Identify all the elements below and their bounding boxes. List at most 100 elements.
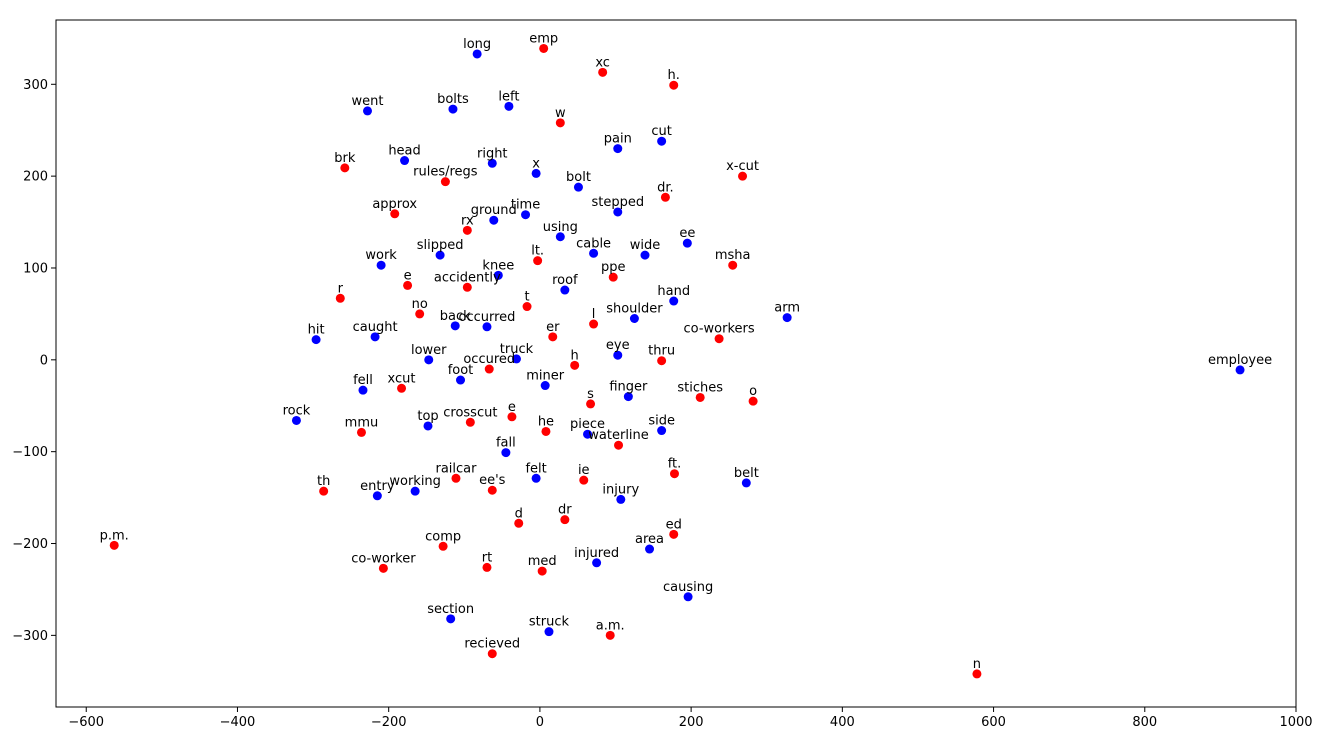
scatter-point bbox=[400, 156, 410, 166]
y-tick-label: 0 bbox=[40, 353, 48, 368]
point-label: felt bbox=[525, 461, 546, 476]
point-label: working bbox=[389, 474, 441, 489]
scatter-point bbox=[669, 296, 679, 306]
point-label: dr bbox=[558, 503, 572, 518]
point-label: arm bbox=[774, 301, 800, 316]
point-label: lower bbox=[411, 343, 447, 358]
scatter-point bbox=[629, 313, 639, 323]
scatter-point bbox=[489, 215, 499, 225]
point-label: caught bbox=[353, 320, 398, 335]
point-label: th bbox=[317, 474, 330, 489]
point-label: h. bbox=[668, 68, 680, 83]
scatter-point bbox=[465, 417, 475, 427]
scatter-point bbox=[640, 250, 650, 260]
scatter-point bbox=[616, 494, 626, 504]
point-label: r bbox=[338, 281, 344, 296]
point-label: comp bbox=[425, 529, 461, 544]
point-label: p.m. bbox=[100, 528, 129, 543]
scatter-point bbox=[504, 101, 514, 111]
point-label: lt. bbox=[531, 244, 544, 259]
scatter-point bbox=[482, 562, 492, 572]
point-label: using bbox=[543, 220, 578, 235]
x-tick-label: 400 bbox=[830, 715, 855, 730]
point-label: mmu bbox=[345, 415, 379, 430]
x-tick-label: −400 bbox=[220, 715, 256, 730]
scatter-point bbox=[410, 486, 420, 496]
scatter-point bbox=[531, 168, 541, 178]
scatter-point bbox=[657, 136, 667, 146]
point-label: rx bbox=[461, 213, 474, 228]
scatter-point bbox=[424, 355, 434, 365]
scatter-point bbox=[660, 192, 670, 202]
point-label: thru bbox=[648, 344, 675, 359]
scatter-point bbox=[372, 491, 382, 501]
point-label: h bbox=[571, 348, 579, 363]
point-label: went bbox=[352, 94, 384, 109]
scatter-point bbox=[487, 158, 497, 168]
point-label: w bbox=[555, 106, 566, 121]
point-label: ppe bbox=[601, 260, 626, 275]
scatter-point bbox=[741, 478, 751, 488]
point-label: side bbox=[648, 414, 675, 429]
scatter-point bbox=[669, 529, 679, 539]
point-label: hand bbox=[657, 284, 690, 299]
scatter-point bbox=[657, 426, 667, 436]
x-axis: −600 −400 −200 0 200 400 600 800 1000 bbox=[68, 707, 1313, 730]
scatter-point bbox=[438, 541, 448, 551]
scatter-point bbox=[589, 248, 599, 258]
point-label: employee bbox=[1208, 353, 1272, 368]
scatter-point bbox=[623, 392, 633, 402]
scatter-point bbox=[484, 364, 494, 374]
point-label: truck bbox=[500, 342, 534, 357]
point-label: piece bbox=[570, 417, 605, 432]
scatter-point bbox=[972, 669, 982, 679]
point-label: d bbox=[515, 506, 523, 521]
point-label: injured bbox=[574, 546, 619, 561]
scatter-point bbox=[356, 427, 366, 437]
scatter-point bbox=[507, 412, 517, 422]
scatter-point bbox=[555, 118, 565, 128]
point-label: co-workers bbox=[684, 322, 755, 337]
scatter-point bbox=[579, 475, 589, 485]
point-label: med bbox=[528, 554, 557, 569]
scatter-point bbox=[1235, 365, 1245, 375]
point-label: e bbox=[404, 268, 412, 283]
y-axis: −300 −200 −100 0 100 200 300 bbox=[12, 78, 56, 644]
point-label: slipped bbox=[417, 238, 464, 253]
point-label: bolt bbox=[566, 170, 591, 185]
scatter-point bbox=[782, 313, 792, 323]
scatter-point bbox=[493, 270, 503, 280]
point-label: recieved bbox=[464, 637, 520, 652]
point-label: struck bbox=[529, 615, 570, 630]
scatter-point bbox=[376, 260, 386, 270]
x-tick-label: 600 bbox=[981, 715, 1006, 730]
scatter-point bbox=[451, 473, 461, 483]
point-label: back bbox=[440, 309, 471, 324]
point-label: x bbox=[532, 156, 540, 171]
y-tick-label: −200 bbox=[12, 537, 48, 552]
scatter-point bbox=[446, 614, 456, 624]
scatter-point bbox=[555, 232, 565, 242]
point-label: wide bbox=[630, 238, 661, 253]
scatter-point bbox=[669, 80, 679, 90]
scatter-point bbox=[645, 544, 655, 554]
point-label: emp bbox=[529, 31, 558, 46]
point-label: long bbox=[463, 37, 491, 52]
data-points bbox=[109, 43, 1245, 679]
point-label: co-worker bbox=[351, 551, 416, 566]
scatter-point bbox=[533, 256, 543, 266]
scatter-point bbox=[613, 207, 623, 217]
point-label: brk bbox=[334, 151, 356, 166]
point-label: l bbox=[592, 307, 596, 322]
point-label: fall bbox=[496, 436, 516, 451]
point-label: ft. bbox=[668, 457, 682, 472]
point-label: dr. bbox=[657, 180, 674, 195]
point-label: right bbox=[477, 146, 508, 161]
scatter-point bbox=[511, 354, 521, 364]
scatter-point bbox=[573, 182, 583, 192]
scatter-point bbox=[570, 360, 580, 370]
point-label: xc bbox=[595, 55, 610, 70]
point-label: ground bbox=[471, 203, 517, 218]
point-label: ee bbox=[679, 226, 695, 241]
